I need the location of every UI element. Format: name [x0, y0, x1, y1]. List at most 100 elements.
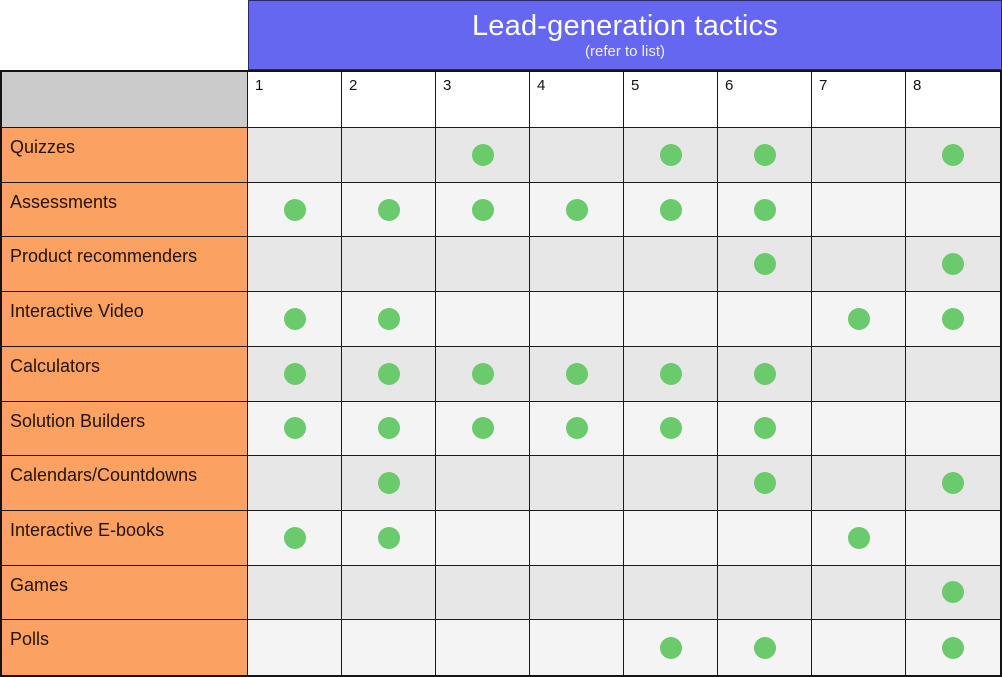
check-dot-icon — [377, 198, 400, 221]
row-label-polls: Polls — [2, 620, 248, 675]
check-dot-icon — [942, 307, 964, 330]
matrix-cell-product-recommenders-col7 — [812, 237, 906, 293]
matrix-cell-quizzes-col3 — [436, 128, 530, 183]
row-label-interactive-video: Interactive Video — [2, 292, 248, 347]
check-dot-icon — [753, 417, 776, 440]
matrix-cell-assessments-col8 — [906, 182, 1000, 238]
row-label-games: Games — [2, 565, 248, 621]
matrix-cell-product-recommenders-col3 — [436, 237, 530, 293]
matrix-cell-solution-builders-col3 — [436, 401, 530, 457]
matrix-cell-calculators-col6 — [718, 346, 812, 402]
matrix-cell-games-col6 — [718, 565, 812, 621]
check-dot-icon — [377, 307, 400, 330]
check-dot-icon — [283, 362, 306, 385]
matrix-cell-calendars-countdowns-col3 — [436, 456, 530, 511]
matrix-cell-product-recommenders-col6 — [718, 237, 812, 293]
matrix-cell-calendars-countdowns-col6 — [718, 456, 812, 511]
column-header-3: 3 — [436, 72, 530, 128]
matrix-cell-polls-col7 — [812, 620, 906, 675]
row-label-calendars-countdowns: Calendars/Countdowns — [2, 456, 248, 511]
matrix-cell-interactive-video-col3 — [436, 292, 530, 347]
column-header-7: 7 — [812, 72, 906, 128]
matrix-cell-solution-builders-col4 — [530, 401, 624, 457]
check-dot-icon — [377, 526, 400, 549]
check-dot-icon — [377, 362, 400, 385]
matrix-cell-product-recommenders-col4 — [530, 237, 624, 293]
check-dot-icon — [471, 362, 494, 385]
matrix-cell-games-col8 — [906, 565, 1000, 621]
check-dot-icon — [283, 307, 306, 330]
matrix-cell-solution-builders-col5 — [624, 401, 718, 457]
matrix-cell-interactive-video-col5 — [624, 292, 718, 347]
banner: Lead-generation tactics (refer to list) — [248, 0, 1002, 70]
check-dot-icon — [847, 526, 870, 549]
row-label-product-recommenders: Product recommenders — [2, 237, 248, 293]
check-dot-icon — [659, 143, 682, 166]
row-label-calculators: Calculators — [2, 346, 248, 402]
matrix-cell-calculators-col2 — [342, 346, 436, 402]
matrix-cell-calculators-col8 — [906, 346, 1000, 402]
matrix-cell-calculators-col7 — [812, 346, 906, 402]
matrix-cell-interactive-e-books-col4 — [530, 510, 624, 566]
column-header-6: 6 — [718, 72, 812, 128]
matrix-cell-assessments-col3 — [436, 182, 530, 238]
matrix-cell-games-col4 — [530, 565, 624, 621]
check-dot-icon — [942, 253, 964, 276]
matrix-cell-interactive-video-col8 — [906, 292, 1000, 347]
matrix-cell-solution-builders-col7 — [812, 401, 906, 457]
column-header-8: 8 — [906, 72, 1000, 128]
matrix-cell-quizzes-col1 — [248, 128, 342, 183]
check-dot-icon — [942, 472, 964, 495]
check-dot-icon — [753, 636, 776, 659]
check-dot-icon — [283, 198, 306, 221]
matrix-cell-polls-col3 — [436, 620, 530, 675]
check-dot-icon — [283, 417, 306, 440]
matrix-cell-quizzes-col8 — [906, 128, 1000, 183]
matrix-cell-quizzes-col5 — [624, 128, 718, 183]
matrix-cell-calendars-countdowns-col5 — [624, 456, 718, 511]
matrix-cell-interactive-e-books-col1 — [248, 510, 342, 566]
matrix-cell-interactive-e-books-col8 — [906, 510, 1000, 566]
matrix-table: 1 2 3 4 5 6 7 8 Quizzes Assessments Product recomm… — [0, 70, 1002, 677]
matrix-cell-calendars-countdowns-col7 — [812, 456, 906, 511]
matrix-cell-interactive-e-books-col3 — [436, 510, 530, 566]
matrix-cell-polls-col8 — [906, 620, 1000, 675]
matrix-cell-solution-builders-col1 — [248, 401, 342, 457]
corner-cell — [2, 72, 248, 128]
matrix-cell-quizzes-col7 — [812, 128, 906, 183]
matrix-cell-interactive-e-books-col6 — [718, 510, 812, 566]
matrix-cell-calendars-countdowns-col8 — [906, 456, 1000, 511]
matrix-cell-polls-col6 — [718, 620, 812, 675]
matrix-cell-calendars-countdowns-col1 — [248, 456, 342, 511]
matrix-cell-solution-builders-col8 — [906, 401, 1000, 457]
column-header-4: 4 — [530, 72, 624, 128]
banner-subtitle: (refer to list) — [584, 43, 665, 60]
matrix-cell-assessments-col7 — [812, 182, 906, 238]
check-dot-icon — [753, 143, 776, 166]
check-dot-icon — [659, 636, 682, 659]
banner-title: Lead-generation tactics — [471, 10, 779, 42]
matrix-cell-calculators-col5 — [624, 346, 718, 402]
check-dot-icon — [659, 417, 682, 440]
matrix-cell-polls-col5 — [624, 620, 718, 675]
matrix-cell-interactive-e-books-col5 — [624, 510, 718, 566]
row-label-solution-builders: Solution Builders — [2, 401, 248, 457]
matrix-cell-calendars-countdowns-col4 — [530, 456, 624, 511]
matrix-cell-games-col5 — [624, 565, 718, 621]
row-label-assessments: Assessments — [2, 182, 248, 238]
check-dot-icon — [753, 253, 776, 276]
check-dot-icon — [565, 198, 588, 221]
matrix-cell-interactive-video-col1 — [248, 292, 342, 347]
check-dot-icon — [659, 362, 682, 385]
check-dot-icon — [283, 526, 306, 549]
matrix-cell-product-recommenders-col1 — [248, 237, 342, 293]
check-dot-icon — [942, 581, 964, 604]
check-dot-icon — [471, 143, 494, 166]
matrix-cell-games-col7 — [812, 565, 906, 621]
check-dot-icon — [942, 636, 964, 659]
matrix-cell-interactive-video-col4 — [530, 292, 624, 347]
row-label-quizzes: Quizzes — [2, 128, 248, 183]
row-label-interactive-e-books: Interactive E-books — [2, 510, 248, 566]
column-header-1: 1 — [248, 72, 342, 128]
matrix-cell-quizzes-col2 — [342, 128, 436, 183]
